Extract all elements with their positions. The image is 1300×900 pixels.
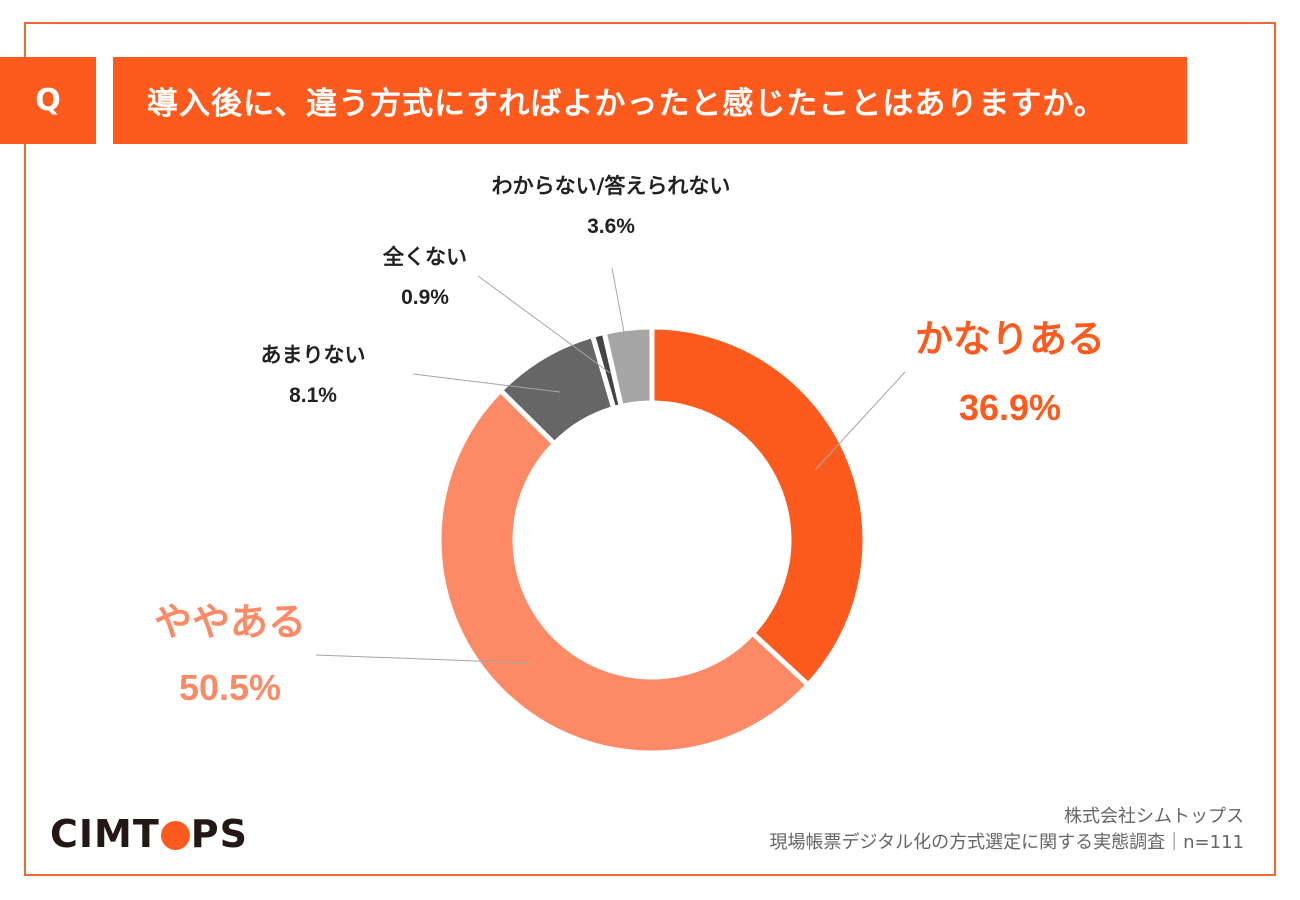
slice-label-2: あまりない — [261, 343, 366, 367]
footer-company: 株式会社シムトップス — [1064, 806, 1244, 827]
slice-value-4: 3.6% — [587, 215, 635, 238]
slice-label-4: わからない/答えられない — [492, 174, 731, 198]
slice-value-2: 8.1% — [289, 384, 337, 407]
slice-value-3: 0.9% — [401, 286, 449, 309]
question-text: 導入後に、違う方式にすればよかったと感じたことはありますか。 — [147, 86, 1106, 122]
slice-label-0: かなりある — [915, 317, 1105, 361]
footer-credit: 株式会社シムトップス 現場帳票デジタル化の方式選定に関する実態調査｜n=111 — [770, 804, 1244, 856]
slice-label-3: 全くない — [382, 245, 467, 269]
slice-label-1: ややある — [154, 600, 306, 644]
leader-line-3 — [477, 275, 611, 374]
leader-line-1 — [315, 654, 531, 664]
question-badge: Q — [0, 57, 96, 144]
donut-slice-0 — [649, 324, 868, 689]
logo-o-mark — [160, 820, 190, 850]
logo-text-end: PS — [190, 812, 248, 856]
donut-slice-4 — [601, 324, 655, 410]
leader-line-0 — [814, 371, 906, 471]
slice-value-0: 36.9% — [959, 387, 1061, 428]
donut-slice-1 — [436, 386, 812, 756]
leader-line-4 — [611, 267, 625, 333]
question-title: 導入後に、違う方式にすればよかったと感じたことはありますか。 — [113, 57, 1187, 144]
page-frame — [24, 22, 1276, 876]
cimtops-logo: CIMT PS — [50, 812, 248, 856]
logo-text-start: CIMT — [50, 812, 160, 856]
leader-line-2 — [412, 373, 561, 393]
slice-value-1: 50.5% — [179, 667, 281, 708]
footer-survey: 現場帳票デジタル化の方式選定に関する実態調査｜n=111 — [769, 832, 1244, 853]
